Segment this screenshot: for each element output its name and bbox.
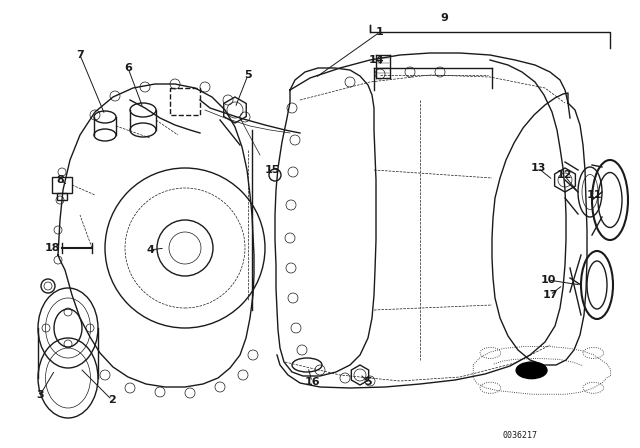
Text: 1: 1 — [376, 27, 384, 37]
Text: 9: 9 — [440, 13, 448, 23]
Text: 4: 4 — [146, 245, 154, 255]
Text: 15: 15 — [264, 165, 280, 175]
Text: 5: 5 — [244, 70, 252, 80]
Text: 8: 8 — [56, 175, 64, 185]
Text: 10: 10 — [540, 275, 556, 285]
Text: 2: 2 — [108, 395, 116, 405]
Text: 17: 17 — [542, 290, 557, 300]
Text: 14: 14 — [368, 55, 384, 65]
Text: 0036217: 0036217 — [502, 431, 538, 439]
Text: 13: 13 — [531, 163, 546, 173]
Text: 12: 12 — [556, 170, 572, 180]
Text: 3: 3 — [36, 390, 44, 400]
Circle shape — [516, 362, 547, 379]
Text: 5: 5 — [364, 377, 372, 387]
Text: 6: 6 — [124, 63, 132, 73]
Text: 18: 18 — [44, 243, 60, 253]
Text: 11: 11 — [586, 190, 602, 200]
Text: 16: 16 — [304, 377, 320, 387]
Text: 7: 7 — [76, 50, 84, 60]
